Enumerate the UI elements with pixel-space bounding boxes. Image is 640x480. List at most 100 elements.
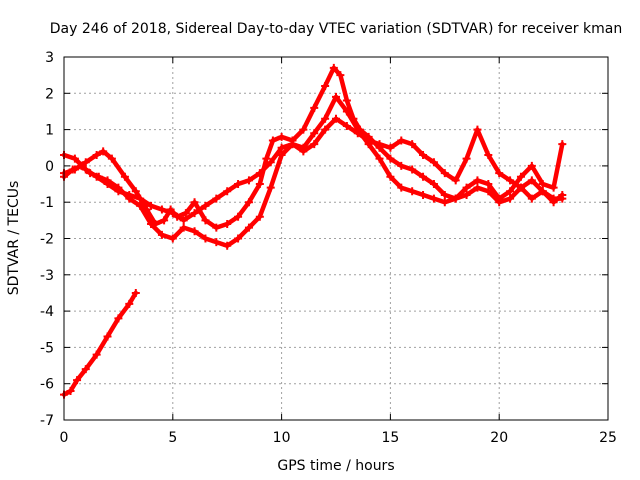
data-point — [234, 180, 243, 189]
y-tick-label: -4 — [40, 304, 54, 320]
series-line-2 — [61, 94, 565, 249]
data-point — [506, 187, 515, 196]
data-point — [114, 187, 123, 196]
data-point — [549, 183, 558, 192]
data-point — [506, 176, 515, 185]
data-point — [462, 183, 471, 192]
data-point — [201, 216, 210, 225]
data-point — [107, 154, 116, 163]
data-point — [527, 194, 536, 203]
data-point — [179, 216, 188, 225]
data-point — [473, 176, 482, 185]
data-point — [223, 187, 232, 196]
data-point — [440, 190, 449, 199]
data-point — [473, 183, 482, 192]
data-point — [277, 143, 286, 152]
data-point — [429, 180, 438, 189]
data-point — [73, 376, 82, 385]
data-point — [332, 92, 340, 101]
y-axis-label: SDTVAR / TECUs — [6, 181, 22, 296]
y-tick-label: -6 — [40, 377, 54, 393]
data-point — [136, 201, 145, 210]
data-point — [484, 187, 493, 196]
data-point — [212, 194, 221, 203]
axis-ticks: 0 5 10 15 20 25 -7 -6 -5 -4 -3 -2 -1 0 1 2 3 — [40, 50, 617, 446]
data-series — [60, 63, 567, 399]
data-point — [516, 183, 525, 192]
data-point — [81, 158, 90, 167]
data-point — [147, 201, 156, 210]
data-point — [310, 103, 319, 112]
data-point — [92, 350, 101, 359]
data-point — [419, 172, 428, 181]
data-point — [375, 140, 384, 149]
data-point — [288, 140, 297, 149]
y-tick-label: -2 — [40, 232, 54, 248]
data-point — [342, 107, 351, 116]
data-point — [397, 161, 406, 170]
data-point — [408, 140, 417, 149]
data-point — [538, 187, 547, 196]
x-tick-label: 0 — [60, 430, 69, 446]
x-tick-label: 10 — [273, 430, 291, 446]
data-point — [429, 194, 438, 203]
data-point — [201, 234, 210, 243]
x-tick-label: 15 — [381, 430, 399, 446]
data-point — [342, 96, 351, 105]
data-point — [168, 209, 177, 218]
data-point — [440, 169, 449, 178]
data-point — [131, 288, 140, 297]
data-point — [266, 158, 275, 167]
data-point — [440, 198, 449, 207]
y-tick-label: -5 — [40, 340, 54, 356]
data-point — [462, 190, 471, 199]
data-point — [462, 154, 471, 163]
data-point — [516, 172, 525, 181]
chart-title: Day 246 of 2018, Sidereal Day-to-day VTE… — [50, 21, 622, 37]
data-point — [114, 314, 123, 323]
data-point — [397, 183, 406, 192]
data-point — [268, 136, 277, 145]
data-point — [244, 198, 253, 207]
data-point — [549, 198, 558, 207]
data-point — [81, 165, 90, 174]
data-point — [484, 180, 493, 189]
data-point — [125, 190, 134, 199]
data-point — [484, 151, 493, 160]
data-point — [386, 154, 395, 163]
data-point — [99, 147, 108, 156]
data-point — [375, 154, 384, 163]
data-point — [68, 165, 77, 174]
data-point — [419, 151, 428, 160]
data-point — [321, 82, 330, 91]
data-point — [558, 190, 567, 199]
data-point — [81, 365, 90, 374]
data-point — [473, 125, 482, 134]
data-point — [201, 201, 210, 210]
data-point — [329, 63, 338, 72]
data-point — [299, 125, 308, 134]
data-point — [157, 230, 166, 239]
data-point — [310, 140, 319, 149]
data-point — [321, 125, 330, 134]
y-tick-label: -3 — [40, 268, 54, 284]
data-point — [120, 172, 129, 181]
data-point — [255, 212, 264, 221]
data-point — [336, 71, 345, 80]
data-point — [310, 129, 319, 138]
data-point — [136, 194, 145, 203]
x-axis-label: GPS time / hours — [277, 458, 394, 474]
grid — [64, 57, 608, 420]
data-point — [299, 147, 308, 156]
data-point — [70, 154, 79, 163]
data-point — [234, 234, 243, 243]
data-point — [538, 180, 547, 189]
data-point — [92, 172, 101, 181]
data-point — [234, 212, 243, 221]
data-point — [212, 238, 221, 247]
data-point — [429, 158, 438, 167]
data-point — [558, 140, 567, 149]
data-point — [262, 154, 271, 163]
data-point — [179, 223, 188, 232]
data-point — [527, 161, 536, 170]
